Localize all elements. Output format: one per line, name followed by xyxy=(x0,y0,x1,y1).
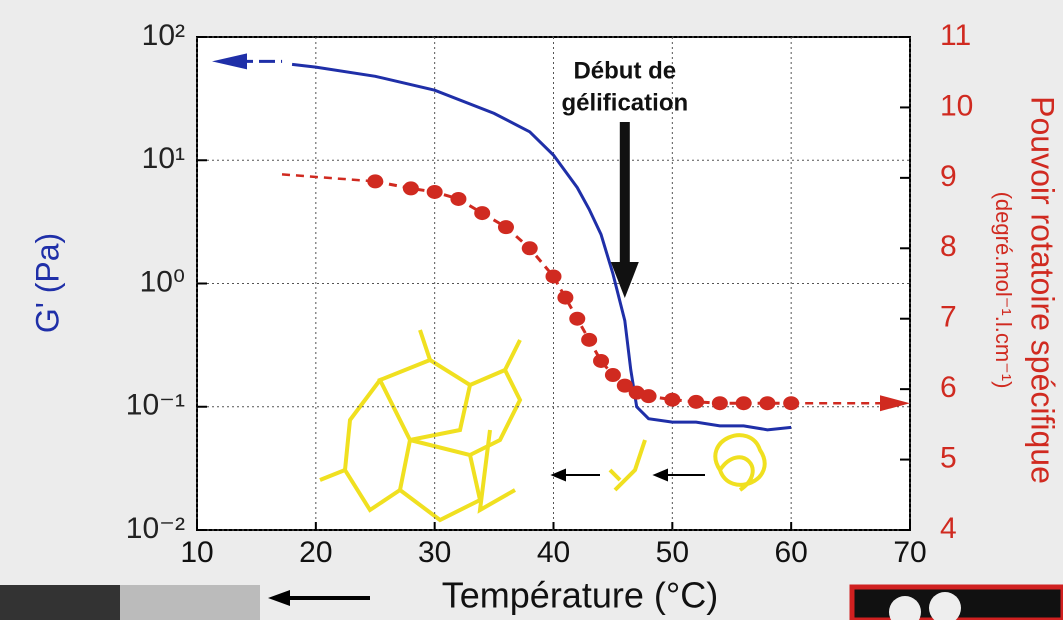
marker xyxy=(581,332,598,347)
marker xyxy=(688,394,705,409)
y-tick-label: 10⁻¹ xyxy=(126,389,185,422)
x-tick-label: 30 xyxy=(418,536,451,569)
arrow-head xyxy=(212,53,247,70)
marker xyxy=(604,368,621,383)
marker xyxy=(497,220,514,235)
marker xyxy=(557,290,574,305)
marker xyxy=(402,181,419,196)
marker xyxy=(593,353,610,368)
y2-tick-label: 10 xyxy=(940,89,973,122)
marker xyxy=(426,184,443,199)
series-line xyxy=(291,62,792,432)
arrow-head xyxy=(268,590,290,606)
y-tick-label: 10¹ xyxy=(142,142,185,175)
annotation: Début de xyxy=(573,57,676,84)
series-line xyxy=(374,179,792,405)
y2-tick-label: 9 xyxy=(940,160,957,193)
marker xyxy=(783,396,800,411)
network-sketch xyxy=(319,329,767,523)
dashed-extension xyxy=(281,173,376,183)
y2-tick-label: 11 xyxy=(940,19,971,52)
x-tick-label: 40 xyxy=(537,536,570,569)
marker xyxy=(569,311,586,326)
x-tick-label: 50 xyxy=(656,536,689,569)
y-tick-label: 10² xyxy=(142,19,185,52)
y2-tick-label: 6 xyxy=(940,371,957,404)
x-tick-label: 60 xyxy=(774,536,807,569)
y2-tick-label: 7 xyxy=(940,301,957,334)
y-tick-label: 10⁰ xyxy=(140,265,185,298)
marker xyxy=(640,389,657,404)
marker xyxy=(735,396,752,411)
x-axis-label: Température (°C) xyxy=(442,575,718,616)
photo xyxy=(120,585,260,620)
marker xyxy=(664,392,681,407)
y2-tick-label: 8 xyxy=(940,230,957,263)
y2-tick-label: 4 xyxy=(940,512,957,545)
marker xyxy=(759,396,776,411)
y2-axis-label: Pouvoir rotatoire spécifique xyxy=(1025,96,1061,484)
x-tick-label: 20 xyxy=(299,536,332,569)
x-tick-label: 10 xyxy=(180,536,213,569)
x-tick-label: 70 xyxy=(893,536,926,569)
photo-detail xyxy=(929,592,961,620)
marker xyxy=(474,206,491,221)
y2-tick-label: 5 xyxy=(940,441,957,474)
y2-axis-sublabel: (degré.mol⁻¹.l.cm⁻¹) xyxy=(991,192,1016,389)
annotation-arrow-head xyxy=(610,262,639,298)
arrow-head xyxy=(880,395,910,412)
annotation-arrow xyxy=(619,122,630,262)
y-axis-label: G' (Pa) xyxy=(29,233,65,333)
marker xyxy=(545,269,562,284)
marker xyxy=(450,191,467,206)
marker xyxy=(711,396,728,411)
annotation: gélification xyxy=(561,89,688,116)
marker xyxy=(521,241,538,256)
marker xyxy=(616,378,633,393)
y-tick-label: 10⁻² xyxy=(126,512,185,545)
small-arrows xyxy=(550,468,705,482)
photo-detail xyxy=(889,596,921,620)
marker xyxy=(367,174,384,189)
